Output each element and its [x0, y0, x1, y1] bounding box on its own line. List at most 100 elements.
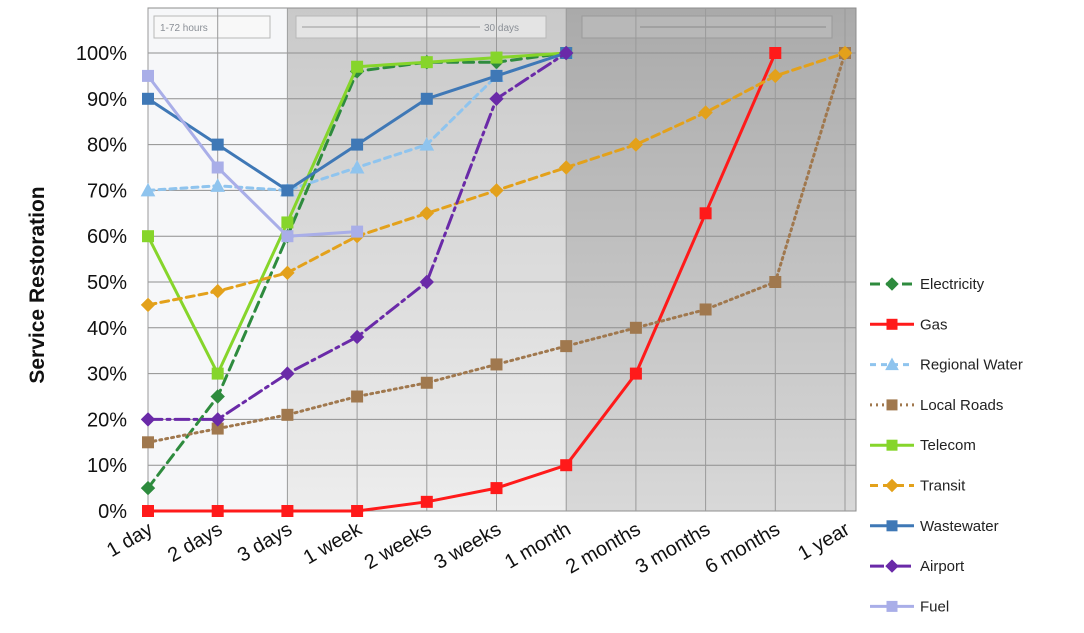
data-point [281, 216, 294, 229]
legend-label: Transit [920, 478, 966, 495]
series-wastewater [142, 47, 573, 197]
data-point [211, 367, 224, 380]
x-tick-label: 1 day [103, 518, 156, 562]
legend: Electricity Gas Regional Water Local Roads T… [870, 276, 1023, 615]
data-point [769, 276, 782, 288]
data-point [142, 436, 154, 449]
data-point [419, 274, 435, 290]
data-point [837, 45, 853, 61]
data-point [490, 482, 503, 495]
x-tick-label: 1 week [300, 518, 367, 569]
data-point [769, 47, 782, 59]
data-point [886, 439, 898, 451]
y-tick-label: 60% [87, 226, 127, 248]
x-tick-label: 1 month [501, 518, 575, 573]
data-point [281, 184, 294, 197]
data-point [489, 183, 504, 198]
data-point [351, 138, 364, 151]
x-tick-label: 3 weeks [430, 518, 505, 574]
y-tick-label: 30% [87, 364, 127, 386]
legend-item: Transit [870, 478, 966, 495]
plot-background [147, 7, 857, 512]
series-line [146, 74, 359, 238]
data-point [210, 283, 225, 299]
y-tick-label: 80% [87, 135, 127, 157]
y-tick-label: 50% [87, 272, 127, 294]
data-point [351, 505, 364, 517]
data-point [885, 559, 899, 573]
series-line [146, 51, 777, 513]
data-point [886, 520, 898, 532]
x-tick-label: 3 months [632, 518, 714, 578]
data-point [210, 178, 226, 192]
data-point [351, 60, 364, 73]
y-tick-label: 100% [76, 43, 127, 65]
legend-item: Fuel [870, 598, 949, 615]
data-point [628, 137, 644, 152]
data-point [558, 160, 574, 175]
legend-label: Airport [920, 558, 965, 575]
data-point [142, 505, 154, 517]
legend-label: Telecom [920, 437, 976, 454]
data-point [280, 366, 295, 381]
data-point [768, 68, 783, 84]
x-tick-label: 2 days [164, 518, 226, 567]
series-gas [142, 47, 782, 517]
data-point [351, 390, 364, 403]
data-point [885, 277, 899, 291]
data-point [281, 230, 294, 243]
y-tick-label: 70% [87, 180, 127, 202]
legend-label: Electricity [920, 276, 985, 293]
y-tick-label: 20% [87, 409, 127, 431]
x-tick-label: 2 weeks [361, 518, 436, 574]
legend-label: Gas [920, 316, 948, 333]
y-axis-ticks: 0% 10% 20% 30% 40% 50% 60% 70% 80% 90% 100% [76, 43, 127, 523]
data-point [419, 137, 435, 151]
data-point [420, 92, 433, 105]
data-point [142, 69, 154, 82]
data-point [699, 207, 712, 220]
data-point [281, 408, 294, 421]
data-point [211, 138, 224, 151]
data-point [211, 505, 224, 517]
data-point [490, 51, 503, 64]
series-fuel [142, 69, 364, 243]
y-tick-label: 10% [87, 455, 127, 477]
data-point [280, 265, 295, 281]
data-point [560, 459, 573, 472]
data-point [629, 367, 642, 380]
y-tick-label: 40% [87, 318, 127, 340]
data-point [210, 412, 225, 427]
legend-item: Wastewater [870, 518, 999, 535]
y-axis-label: Service Restoration [26, 186, 49, 383]
band-label-1: 1-72 hours [160, 23, 208, 34]
legend-label: Wastewater [920, 518, 999, 535]
data-point [419, 206, 435, 221]
band-label-boxes: 1-72 hours 30 days [153, 15, 833, 39]
data-point [349, 159, 365, 174]
x-tick-label: 6 months [702, 518, 784, 578]
data-point [351, 225, 364, 238]
data-point [140, 412, 156, 427]
legend-item: Telecom [870, 437, 976, 454]
data-point [140, 297, 156, 313]
data-point [489, 91, 504, 107]
data-point [349, 329, 365, 345]
data-point [211, 161, 224, 174]
legend-item: Regional Water [870, 357, 1023, 374]
data-point [142, 92, 154, 105]
series-layer [140, 45, 853, 517]
legend-item: Airport [870, 558, 965, 575]
legend-label: Fuel [920, 598, 949, 615]
data-point [698, 105, 713, 120]
band-label-box-1 [153, 15, 271, 39]
data-point [885, 357, 899, 371]
x-tick-label: 3 days [234, 518, 296, 567]
data-point [281, 505, 294, 517]
y-tick-label: 90% [87, 89, 127, 111]
data-point [210, 389, 225, 404]
data-point [699, 303, 712, 316]
legend-item: Gas [870, 316, 948, 333]
